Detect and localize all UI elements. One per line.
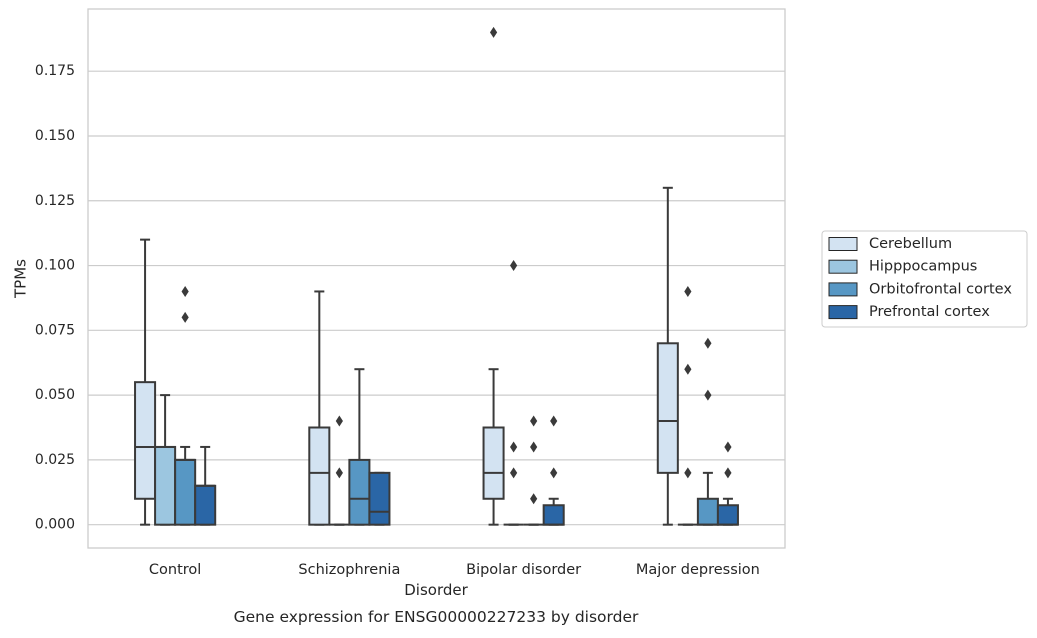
box-0-2	[174, 285, 197, 526]
legend-label: Prefrontal cortex	[869, 304, 990, 320]
legend: Cerebellum Hipppocampus Orbitofrontal cort…	[821, 230, 1028, 328]
outlier-point	[550, 415, 558, 427]
box-body	[154, 445, 177, 526]
box-body	[308, 426, 331, 526]
outlier-point	[510, 441, 518, 453]
box-body	[368, 471, 391, 526]
y-tick-label: 0.075	[35, 322, 75, 338]
box-0-3	[194, 445, 217, 526]
outlier-point	[335, 467, 343, 479]
outlier-point	[181, 285, 189, 297]
box-3-0	[656, 186, 679, 526]
box-2-3	[542, 415, 565, 526]
box-body	[542, 504, 565, 526]
y-tick-label: 0.125	[35, 193, 75, 209]
box-3-2	[696, 337, 719, 526]
box-1-3	[368, 471, 391, 526]
plot-frame	[87, 8, 786, 549]
y-tick-label: 0.175	[35, 63, 75, 79]
x-axis-label: Disorder	[404, 581, 468, 599]
box-body	[134, 381, 157, 500]
legend-swatch	[828, 282, 858, 297]
x-tick-label: Major depression	[636, 562, 760, 578]
x-tick-labels: Control Schizophrenia Bipolar disorder Majo…	[149, 562, 760, 578]
x-tick-label: Schizophrenia	[298, 562, 400, 578]
y-tick-labels: 0.000 0.025 0.050 0.075 0.100 0.125 0.150 0.175	[35, 63, 75, 532]
outlier-point	[489, 26, 498, 38]
legend-label: Cerebellum	[869, 236, 952, 252]
outlier-point	[704, 337, 712, 349]
outlier-point	[684, 363, 692, 375]
box-body	[482, 426, 505, 500]
figure-caption: Gene expression for ENSG00000227233 by d…	[234, 608, 639, 626]
outlier-point	[724, 441, 732, 453]
outlier-point	[704, 389, 712, 401]
box-body	[656, 342, 679, 474]
box-2-2	[523, 415, 544, 526]
legend-frame	[821, 230, 1028, 328]
x-tick-label: Bipolar disorder	[466, 562, 581, 578]
box-2-0	[482, 26, 505, 526]
box-body	[194, 484, 217, 526]
x-tick-label: Control	[149, 562, 201, 578]
legend-swatch	[828, 259, 858, 274]
y-tick-label: 0.000	[35, 517, 75, 533]
y-tick-label: 0.050	[35, 387, 75, 403]
box-body	[716, 504, 739, 526]
outlier-point	[530, 415, 538, 427]
box-2-1	[503, 260, 524, 526]
box-layer	[134, 26, 739, 526]
y-axis-label: TPMs	[12, 259, 30, 299]
legend-swatch	[828, 305, 858, 320]
y-tick-label: 0.025	[35, 452, 75, 468]
box-body	[696, 497, 719, 526]
outlier-point	[530, 493, 538, 505]
y-tick-label: 0.100	[35, 258, 75, 274]
outlier-point	[510, 260, 518, 272]
outlier-point	[724, 467, 732, 479]
box-body	[348, 458, 371, 526]
outlier-point	[684, 285, 692, 297]
legend-swatch	[828, 237, 858, 251]
legend-label: Orbitofrontal cortex	[869, 281, 1012, 297]
box-3-3	[716, 441, 739, 526]
outlier-point	[510, 467, 518, 479]
box-3-1	[677, 285, 698, 526]
box-1-0	[308, 290, 331, 526]
y-tick-label: 0.150	[35, 128, 75, 144]
box-1-1	[329, 415, 350, 526]
legend-label: Hipppocampus	[869, 259, 977, 275]
outlier-point	[181, 311, 189, 323]
box-body	[174, 458, 197, 526]
outlier-point	[335, 415, 343, 427]
outlier-point	[684, 467, 692, 479]
outlier-point	[530, 441, 538, 453]
box-0-0	[134, 238, 157, 526]
outlier-point	[550, 467, 558, 479]
